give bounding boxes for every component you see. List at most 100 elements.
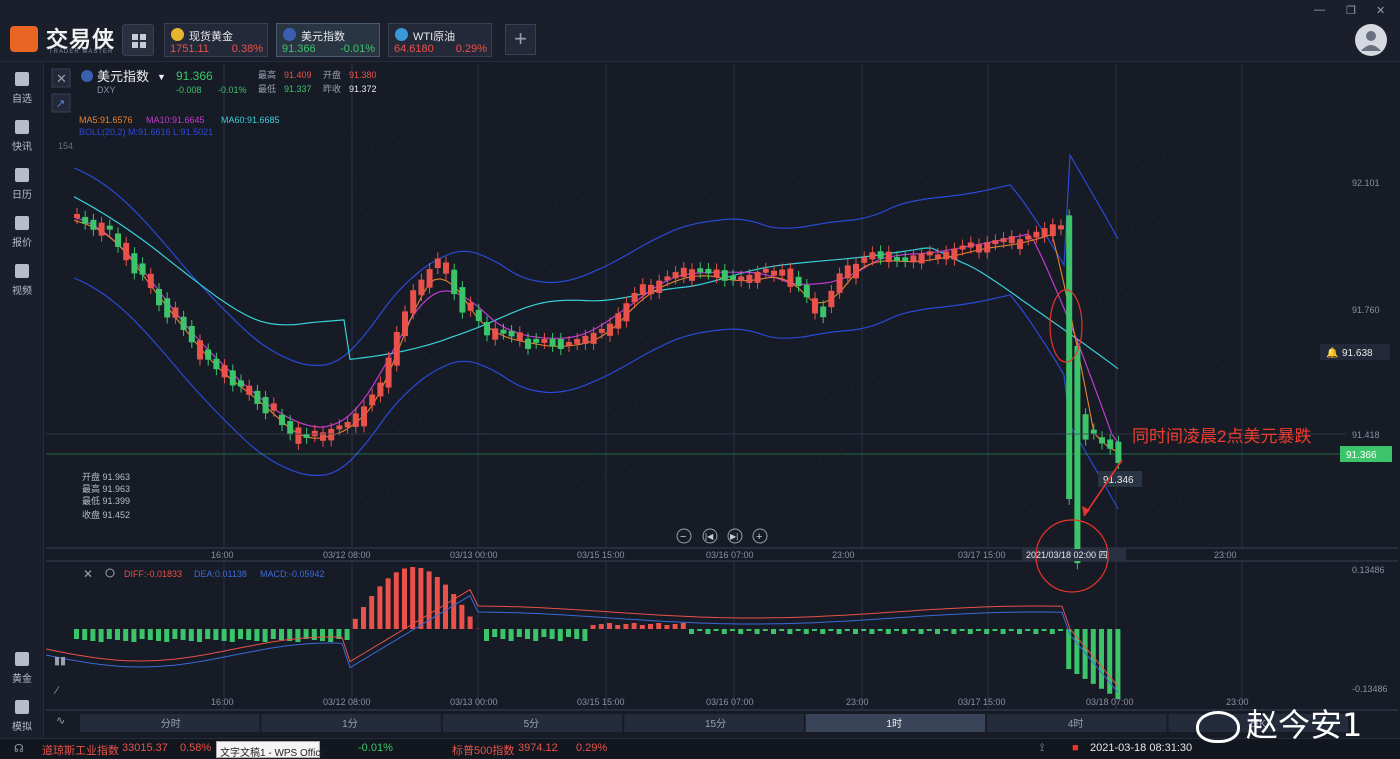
ticker-gold[interactable]: 现货黄金 1751.11 0.38% xyxy=(164,23,268,57)
candle-body xyxy=(705,269,711,274)
candle-body xyxy=(123,243,129,260)
layout-grid-button[interactable] xyxy=(122,24,154,56)
map-dot xyxy=(689,209,691,211)
timeframe-tab[interactable]: 分时 xyxy=(80,714,259,732)
candle-body xyxy=(1074,346,1080,563)
ohlc-high: 最高 91.963 xyxy=(82,483,130,494)
draw-tool-button[interactable]: ↗ xyxy=(52,94,70,112)
instrument-name[interactable]: 美元指数 xyxy=(97,69,149,84)
candle-body xyxy=(99,223,105,236)
macd-bar xyxy=(566,629,571,637)
map-dot xyxy=(419,419,421,421)
ticker-usd-index[interactable]: 美元指数 91.366 -0.01% xyxy=(276,23,380,57)
candle-body xyxy=(632,293,638,302)
us-flag-icon xyxy=(81,70,93,82)
candle-body xyxy=(1009,236,1015,243)
user-avatar[interactable] xyxy=(1355,24,1387,56)
minimize-icon[interactable]: — xyxy=(1314,4,1325,16)
headset-icon[interactable]: ☊ xyxy=(14,742,24,755)
candle-body xyxy=(779,270,785,276)
candle-body xyxy=(771,271,777,276)
line-tool-button[interactable]: ∿ xyxy=(56,715,65,727)
instrument-price: 91.366 xyxy=(176,69,213,83)
alert-price-tag[interactable]: 🔔 91.638 xyxy=(1320,344,1390,360)
indicator-tool-button[interactable]: ▮▮ xyxy=(54,655,66,667)
sp-name[interactable]: 标普500指数 xyxy=(452,742,514,758)
timeframe-tab[interactable]: 4时 xyxy=(987,714,1166,732)
timeframe-tab[interactable]: 5分 xyxy=(443,714,622,732)
map-dot xyxy=(640,428,642,430)
candle-body xyxy=(140,263,146,274)
map-dot xyxy=(683,295,685,297)
map-dot xyxy=(792,176,794,178)
taskbar-popup[interactable]: 文字文稿1 - WPS Office xyxy=(216,741,320,758)
dropdown-icon[interactable]: ▼ xyxy=(157,72,166,82)
timeframe-tab[interactable]: 1时 xyxy=(806,714,985,732)
map-dot xyxy=(915,243,917,245)
close-chart-button[interactable]: ✕ xyxy=(52,69,70,87)
macd-bar xyxy=(935,629,940,634)
macd-bar xyxy=(517,629,522,637)
ticker-price: 1751.11 xyxy=(170,43,209,55)
map-dot xyxy=(872,376,874,378)
candle-body xyxy=(1025,236,1031,240)
macd-bar xyxy=(509,629,514,641)
map-dot xyxy=(489,189,491,191)
sidebar-item-gold[interactable]: 黄金 xyxy=(0,652,44,685)
map-dot xyxy=(835,423,837,425)
map-dot xyxy=(479,139,481,141)
sidebar-item-quotes[interactable]: 报价 xyxy=(0,216,44,249)
y-label-92101: 92.101 xyxy=(1352,178,1380,188)
sidebar-item-video[interactable]: 视频 xyxy=(0,264,44,297)
close-icon[interactable]: ✕ xyxy=(1376,4,1385,17)
kline-chart[interactable]: ✕ ↗ 美元指数 ▼ DXY 91.366 -0.008 -0.01% 最高 9… xyxy=(46,64,1398,738)
candle-body xyxy=(90,220,96,230)
macd-bar xyxy=(902,629,907,634)
map-dot xyxy=(360,208,362,210)
macd-bar xyxy=(525,629,530,639)
macd-bar xyxy=(468,617,473,629)
map-dot xyxy=(1104,324,1106,326)
map-dot xyxy=(528,300,530,302)
macd-bar xyxy=(533,629,538,641)
macd-bar xyxy=(886,629,891,634)
map-dot xyxy=(775,323,777,325)
macd-bar xyxy=(295,629,300,642)
map-dot xyxy=(490,458,492,460)
sidebar-item-label: 视频 xyxy=(12,286,32,297)
dow-change: 0.58% xyxy=(180,742,211,754)
map-dot xyxy=(770,298,772,300)
macd-bar xyxy=(869,629,874,634)
candle-body xyxy=(410,290,416,313)
timeframe-tab[interactable]: 15分 xyxy=(624,714,803,732)
map-dot xyxy=(1228,280,1230,282)
macd-bar xyxy=(664,625,669,629)
y-label-91760: 91.760 xyxy=(1352,305,1380,315)
boll-legend: BOLL(20,2) M:91.6616 L:91.5021 xyxy=(79,127,213,137)
timeframe-tab[interactable]: 1分 xyxy=(261,714,440,732)
candle-body xyxy=(656,281,662,293)
us-flag-icon xyxy=(283,28,296,41)
map-dot xyxy=(964,404,966,406)
map-dot xyxy=(565,253,567,255)
candle-body xyxy=(533,339,539,343)
sidebar-item-simulate[interactable]: 模拟 xyxy=(0,700,44,733)
map-dot xyxy=(1163,155,1165,157)
close-macd-button[interactable]: ✕ xyxy=(83,567,93,581)
high-value: 91.409 xyxy=(284,70,312,80)
minus-icon: − xyxy=(680,531,686,543)
candle-body xyxy=(451,270,457,294)
add-ticker-button[interactable]: + xyxy=(505,24,536,55)
candle-body xyxy=(525,339,531,349)
restore-icon[interactable]: ❐ xyxy=(1346,4,1356,17)
candle-body xyxy=(951,249,957,260)
sidebar-item-watchlist[interactable]: 自选 xyxy=(0,72,44,105)
macd-bar xyxy=(197,629,202,642)
sidebar-item-calendar[interactable]: 日历 xyxy=(0,168,44,201)
macd-bar xyxy=(541,629,546,637)
map-dot xyxy=(641,317,643,319)
ticker-wti-oil[interactable]: WTI原油 64.6180 0.29% xyxy=(388,23,492,57)
sidebar-item-news[interactable]: 快讯 xyxy=(0,120,44,153)
map-dot xyxy=(721,137,723,139)
dow-name[interactable]: 道琼斯工业指数 xyxy=(42,742,119,758)
